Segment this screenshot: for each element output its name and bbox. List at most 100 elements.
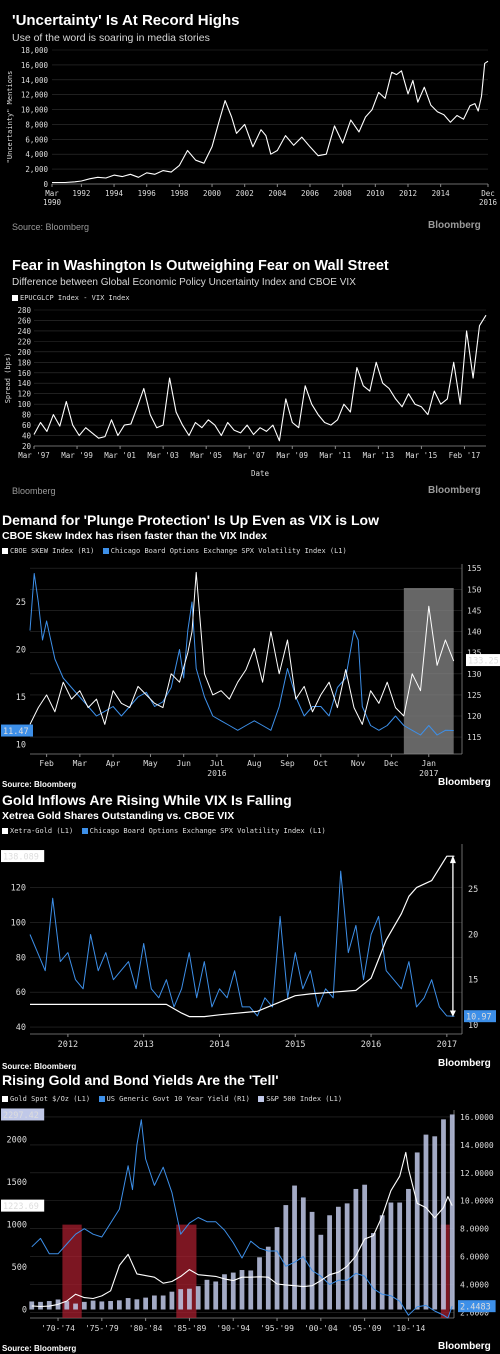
- bar-sp500: [108, 1301, 113, 1310]
- last-value-gold: 1223.69: [3, 1202, 39, 1212]
- legend-entry: Gold Spot $/Oz (L1): [10, 1095, 91, 1103]
- x-tick-label: Oct: [314, 759, 329, 768]
- last-value-skew-bg: [466, 654, 500, 667]
- x-tick-label: '90-'94: [216, 1324, 250, 1333]
- y-tick-label: 140: [17, 379, 31, 388]
- x-tick-label: Jun: [176, 759, 191, 768]
- x-tick-label: 2013: [133, 1040, 153, 1050]
- x-tick-label: 2010: [366, 189, 385, 198]
- bar-sp500: [160, 1295, 166, 1310]
- y-tick-label: 0: [43, 180, 48, 189]
- x-tick-label: Mar '03: [147, 451, 179, 460]
- x-tick-label: Nov: [351, 759, 366, 768]
- bloomberg-logo: Bloomberg: [438, 777, 491, 788]
- y-right-tick-label: 135: [467, 649, 482, 658]
- chart-source: Source: Bloomberg: [2, 1344, 77, 1353]
- y-right-tick-label: 6.0000: [460, 1253, 489, 1262]
- bar-sp500: [178, 1289, 184, 1310]
- x-tick-label: 1994: [105, 189, 124, 198]
- bar-sp500: [230, 1272, 236, 1310]
- y-tick-label: 18,000: [21, 46, 49, 55]
- x-tick-label: '95-'99: [260, 1324, 294, 1333]
- chart-title: 'Uncertainty' Is At Record Highs: [12, 12, 240, 29]
- bloomberg-logo: Bloomberg: [428, 220, 481, 231]
- y-right-tick-label: 10: [468, 1021, 478, 1031]
- chart-plot-gold-vix: 40 60 80 100 120 10 15 20 25 2012 2013 2014 2015 2016…: [1, 844, 496, 1050]
- bar-sp500: [327, 1215, 332, 1310]
- x-year-label: 2017: [419, 769, 438, 778]
- x-tick-label: Jul: [210, 759, 225, 768]
- x-axis-label: Date: [251, 469, 270, 478]
- x-tick-label: 2016: [479, 198, 498, 207]
- bar-sp500: [64, 1301, 70, 1310]
- y-right-tick-label: 15: [468, 976, 478, 986]
- bar-sp500: [125, 1298, 131, 1310]
- chart-source: Bloomberg: [12, 486, 56, 496]
- bloomberg-logo: Bloomberg: [438, 1058, 491, 1069]
- x-tick-label: Sep: [280, 759, 295, 768]
- chart-title: Gold Inflows Are Rising While VIX Is Fal…: [2, 792, 292, 808]
- y-right-tick-label: 25: [468, 885, 478, 895]
- last-value-xetra-gold: 138.089: [3, 853, 39, 863]
- x-tick-label: 2008: [334, 189, 353, 198]
- x-tick-label: Mar '11: [320, 451, 352, 460]
- bar-sp500: [292, 1185, 297, 1310]
- x-tick-label: 1992: [72, 189, 90, 198]
- bar-sp500: [414, 1152, 420, 1310]
- last-value-sp500: 2297.42: [3, 1111, 39, 1121]
- x-tick-label: 2012: [399, 189, 417, 198]
- bar-sp500: [257, 1257, 262, 1310]
- bar-sp500: [46, 1301, 52, 1310]
- x-tick-label: 2016: [361, 1040, 381, 1050]
- chart-title: Fear in Washington Is Outweighing Fear o…: [12, 258, 389, 274]
- legend-entry: Chicago Board Options Exchange SPX Volat…: [89, 827, 326, 835]
- y-axis-label: Spread (bps): [4, 353, 12, 404]
- y-left-tick-label: 25: [16, 598, 26, 608]
- legend-swatch: [2, 1096, 8, 1102]
- chart-panel-plunge-protection: Demand for 'Plunge Protection' Is Up Eve…: [0, 504, 500, 790]
- y-right-tick-label: 150: [467, 585, 482, 594]
- bar-sp500: [81, 1301, 87, 1310]
- x-tick-label: '05-'09: [348, 1324, 382, 1333]
- x-tick-label: 2012: [58, 1040, 78, 1050]
- y-tick-label: 60: [22, 421, 32, 430]
- bar-sp500: [152, 1295, 157, 1310]
- bar-sp500: [143, 1297, 149, 1310]
- x-tick-label: Mar: [73, 759, 88, 768]
- x-tick-label: 1996: [138, 189, 157, 198]
- y-left-tick-label: 20: [16, 646, 26, 656]
- legend-swatch: [2, 548, 8, 554]
- last-value-vix-bg: [464, 1010, 496, 1023]
- last-value-sp500-bg: [1, 1108, 45, 1121]
- bar-sp500: [204, 1279, 210, 1310]
- y-tick-label: 240: [17, 327, 31, 336]
- y-tick-label: 14,000: [21, 76, 49, 85]
- x-tick-label: 2017: [437, 1040, 457, 1050]
- last-value-vix: 10.97: [466, 1013, 492, 1023]
- series-line-skew: [29, 571, 455, 725]
- chart-subtitle: Difference between Global Economic Polic…: [12, 277, 356, 288]
- chart-plot-gold-yield-sp500: 2.0000 4.0000 6.0000 8.0000 10.0000 12.0000 14…: [1, 1108, 496, 1333]
- y-left-tick-label: 60: [16, 988, 26, 998]
- bar-sp500: [195, 1286, 201, 1310]
- x-tick-label: Dec: [481, 189, 495, 198]
- bar-sp500: [300, 1197, 306, 1310]
- y-right-tick-label: 16.0000: [460, 1113, 494, 1122]
- y-right-tick-label: 115: [467, 733, 482, 742]
- x-tick-label: 2014: [432, 189, 451, 198]
- series-line-xetra-gold: [30, 855, 455, 1018]
- chart-panel-uncertainty: 'Uncertainty' Is At Record Highs Use of …: [0, 0, 500, 246]
- bar-sp500: [38, 1301, 43, 1310]
- chart-title: Rising Gold and Bond Yields Are the 'Tel…: [2, 1072, 279, 1088]
- x-tick-label: Dec: [384, 759, 399, 768]
- legend-entry: CBOE SKEW Index (R1): [10, 547, 95, 555]
- x-tick-label: 2004: [268, 189, 287, 198]
- y-tick-label: 120: [17, 390, 31, 399]
- y-axis-label: "Uncertainty" Mentions: [6, 71, 14, 164]
- series-line-vix: [29, 573, 454, 736]
- y-right-tick-label: 2.0000: [460, 1308, 489, 1317]
- legend-swatch: [81, 828, 88, 834]
- bar-sp500: [379, 1215, 385, 1310]
- legend-swatch: [102, 548, 109, 554]
- x-tick-label: 2014: [209, 1040, 229, 1050]
